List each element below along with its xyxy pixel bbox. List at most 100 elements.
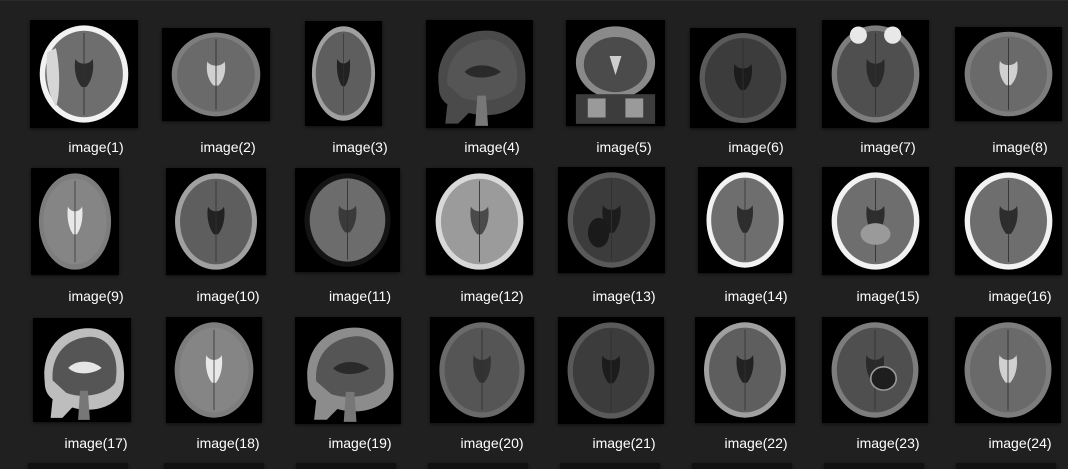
file-name[interactable]: image(10) [196,288,260,304]
file-name[interactable]: image(15) [856,288,920,304]
file-thumbnail-partial[interactable] [956,463,1056,469]
scan-image [822,20,929,128]
scan-image [295,168,400,272]
file-item[interactable]: image(17) [30,315,162,463]
file-name[interactable]: image(9) [68,288,124,304]
file-item[interactable]: image(9) [30,167,162,315]
file-name[interactable]: image(19) [328,435,392,451]
file-item[interactable]: image(6) [690,19,822,167]
scan-image [558,317,664,424]
file-name[interactable]: image(1) [68,139,124,155]
file-item[interactable]: image(19) [294,315,426,463]
scan-image [295,317,401,424]
file-name[interactable]: image(17) [64,435,128,451]
file-name[interactable]: image(23) [856,435,920,451]
file-thumbnail-partial[interactable] [28,463,128,469]
file-thumbnail[interactable] [566,20,665,126]
file-name[interactable]: image(4) [464,139,520,155]
file-thumbnail[interactable] [822,20,929,128]
file-thumbnail[interactable] [30,20,138,128]
file-item[interactable]: image(7) [822,19,954,167]
file-name[interactable]: image(20) [460,435,524,451]
file-name[interactable]: image(6) [728,139,784,155]
file-thumbnail[interactable] [698,167,792,273]
scan-image [695,317,795,423]
file-name[interactable]: image(8) [992,139,1048,155]
file-name[interactable]: image(5) [596,139,652,155]
scan-image [690,28,796,128]
file-name[interactable]: image(13) [592,288,656,304]
file-name[interactable]: image(24) [988,435,1052,451]
file-thumbnail[interactable] [166,317,262,423]
file-thumbnail[interactable] [426,20,533,128]
file-item[interactable]: image(12) [426,167,558,315]
file-thumbnail[interactable] [295,317,401,424]
file-thumbnail[interactable] [31,168,119,275]
scan-image [955,317,1061,423]
file-thumbnail[interactable] [822,167,929,275]
scan-image [698,167,792,273]
file-name[interactable]: image(18) [196,435,260,451]
file-thumbnail-partial[interactable] [428,463,528,469]
file-thumbnail[interactable] [162,28,270,121]
scan-image [430,317,534,423]
scan-image [305,21,382,126]
file-thumbnail-partial[interactable] [296,463,396,469]
file-thumbnail[interactable] [690,28,796,128]
file-thumbnail[interactable] [695,317,795,423]
scan-image [30,20,138,128]
file-name[interactable]: image(2) [200,139,256,155]
scan-image [955,27,1062,121]
file-item[interactable]: image(22) [690,315,822,463]
file-thumbnail[interactable] [295,168,400,272]
file-name[interactable]: image(16) [988,288,1052,304]
file-thumbnail-partial[interactable] [164,463,264,469]
scan-image [31,168,119,275]
file-thumbnail[interactable] [430,317,534,423]
file-name[interactable]: image(11) [329,288,391,304]
file-item[interactable]: image(8) [954,19,1068,167]
file-thumbnail-partial[interactable] [560,463,660,469]
scan-image [426,168,533,275]
file-item[interactable]: image(16) [954,167,1068,315]
scan-image [166,168,266,275]
file-item[interactable]: image(11) [294,167,426,315]
file-name[interactable]: image(14) [724,288,788,304]
file-thumbnail-partial[interactable] [692,463,792,469]
scan-image [426,20,533,128]
file-thumbnail[interactable] [305,21,382,126]
scan-image [33,318,131,422]
scan-image [166,317,262,423]
file-thumbnail[interactable] [558,167,665,273]
file-item[interactable]: image(14) [690,167,822,315]
file-name[interactable]: image(22) [724,435,788,451]
file-item[interactable]: image(23) [822,315,954,463]
file-thumbnail[interactable] [166,168,266,275]
file-thumbnail[interactable] [955,167,1062,275]
file-item[interactable]: image(20) [426,315,558,463]
file-thumbnail[interactable] [955,27,1062,121]
file-item[interactable]: image(15) [822,167,954,315]
file-name[interactable]: image(3) [332,139,388,155]
scan-image [558,167,665,273]
file-thumbnail[interactable] [558,317,664,424]
file-item[interactable]: image(10) [162,167,294,315]
file-item[interactable]: image(1) [30,19,162,167]
file-thumbnail[interactable] [426,168,533,275]
file-thumbnail[interactable] [955,317,1061,423]
file-thumbnail[interactable] [33,318,131,422]
file-item[interactable]: image(5) [558,19,690,167]
file-thumbnail-partial[interactable] [824,463,924,469]
file-name[interactable]: image(21) [592,435,656,451]
file-thumbnail[interactable] [822,317,928,423]
file-item[interactable]: image(24) [954,315,1068,463]
file-item[interactable]: image(2) [162,19,294,167]
file-item[interactable]: image(21) [558,315,690,463]
file-name[interactable]: image(7) [860,139,916,155]
file-item[interactable]: image(18) [162,315,294,463]
file-item[interactable]: image(13) [558,167,690,315]
file-name[interactable]: image(12) [460,288,524,304]
file-item[interactable]: image(4) [426,19,558,167]
file-item[interactable]: image(3) [294,19,426,167]
